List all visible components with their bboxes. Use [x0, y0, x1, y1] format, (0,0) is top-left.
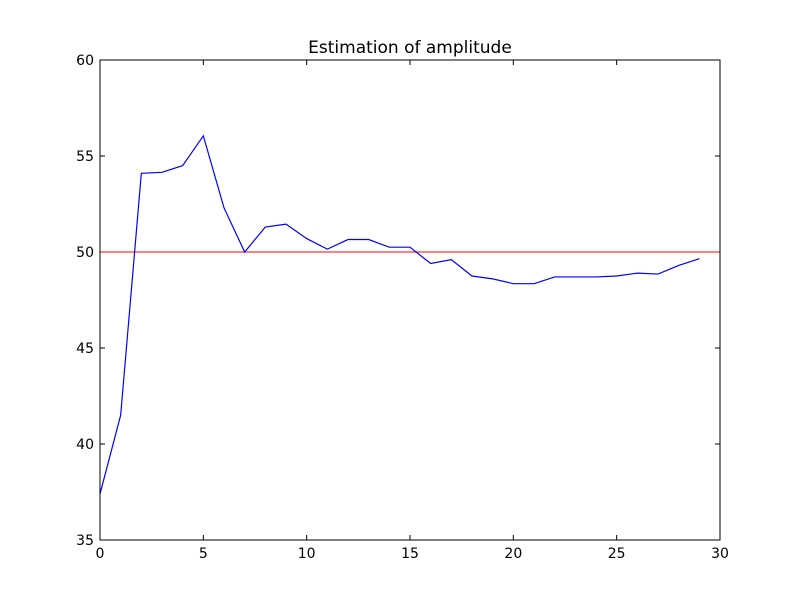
y-tick-label: 55 — [76, 149, 94, 165]
y-tick-label: 50 — [76, 245, 94, 261]
plot-frame — [99, 59, 721, 541]
x-tick-label: 15 — [401, 546, 419, 562]
x-tick-label: 25 — [608, 546, 626, 562]
y-tick-label: 40 — [76, 437, 94, 453]
series-line — [99, 134, 700, 495]
y-tick-label: 45 — [76, 341, 94, 357]
x-tick-label: 10 — [298, 546, 316, 562]
y-tick-label: 60 — [76, 53, 94, 69]
chart-title: Estimation of amplitude — [308, 38, 512, 58]
ticks-layer: 0 5 10 15 20 25 30 35 40 45 50 55 60 — [76, 53, 729, 562]
x-tick-label: 30 — [711, 546, 729, 562]
data-layer — [99, 134, 720, 495]
x-tick-label: 5 — [199, 546, 208, 562]
plot-area — [100, 60, 720, 540]
x-tick-label: 20 — [504, 546, 522, 562]
x-tick-label: 0 — [96, 546, 105, 562]
y-tick-label: 35 — [76, 533, 94, 549]
